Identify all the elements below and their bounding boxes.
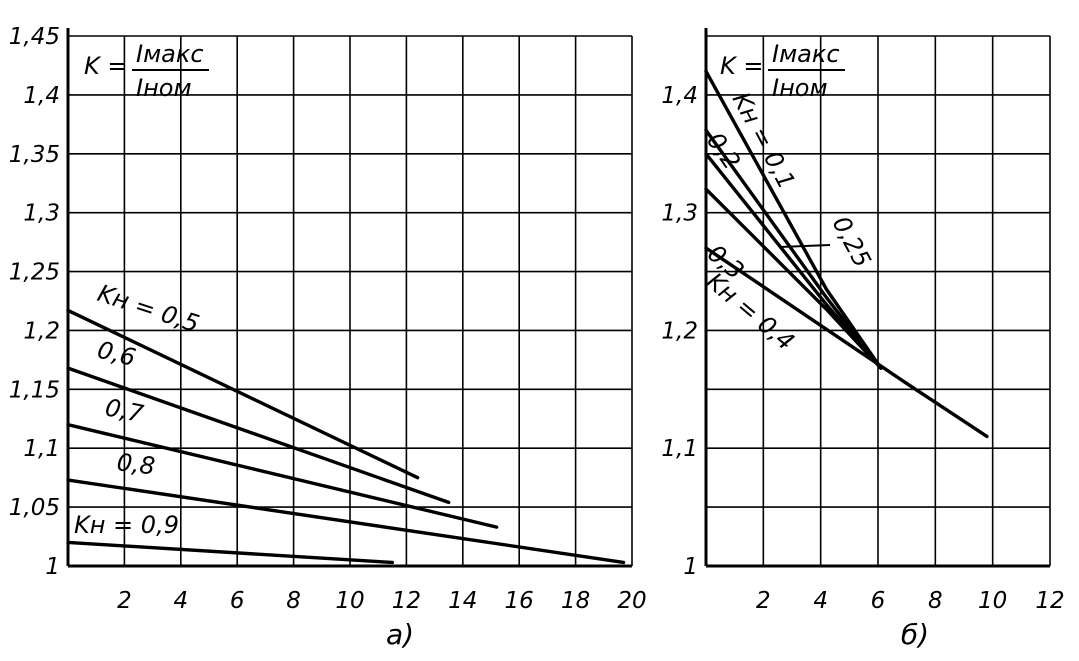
- series-label: 0,25: [827, 212, 877, 272]
- y-tick-label: 1,1: [661, 436, 698, 462]
- label-leader: [779, 244, 831, 248]
- formula-lhs: K =: [84, 52, 127, 80]
- y-tick-label: 1,15: [9, 377, 60, 403]
- y-tick-label: 1,4: [23, 83, 60, 109]
- panel-title: а): [386, 618, 414, 651]
- series-line: [66, 478, 626, 565]
- series-label: 0,7: [103, 393, 147, 428]
- y-tick-label: 1,2: [23, 318, 60, 344]
- chart-panel-b: 1 1,1 1,2 1,3 1,4 2 4 6 8 10 12 б) K = Iмакс Iном Kн = …: [661, 28, 1065, 651]
- x-tick-label: 6: [230, 588, 245, 614]
- y-tick-label: 1,1: [23, 436, 60, 462]
- formula-denominator: Iном: [772, 74, 828, 102]
- x-tick-label: 6: [871, 588, 886, 614]
- y-tick-label: 1,45: [9, 24, 60, 50]
- series-line: [66, 308, 420, 480]
- y-tick-label: 1,25: [9, 260, 60, 286]
- series-line: [704, 246, 989, 439]
- y-tick-label: 1,4: [661, 83, 698, 109]
- formula-denominator: Iном: [136, 74, 192, 102]
- formula-numerator: Iмакс: [772, 40, 840, 68]
- x-tick-label: 10: [335, 588, 364, 614]
- x-tick-label: 18: [561, 588, 590, 614]
- x-tick-label: 16: [505, 588, 534, 614]
- series-line: [66, 366, 451, 505]
- x-tick-label: 4: [813, 588, 828, 614]
- x-tick-label: 2: [756, 588, 771, 614]
- series-label: Kн = 0,9: [74, 511, 179, 539]
- x-tick-label: 14: [448, 588, 477, 614]
- x-tick-label: 2: [117, 588, 132, 614]
- x-tick-label: 4: [173, 588, 188, 614]
- series-label: 0,8: [115, 448, 156, 480]
- series-line: [66, 540, 394, 565]
- y-tick-label: 1,3: [23, 201, 60, 227]
- y-tick-label: 1: [45, 554, 60, 580]
- y-tick-label: 1,35: [9, 142, 60, 168]
- chart-panel-a: 1 1,05 1,1 1,15 1,2 1,25 1,3 1,35 1,4 1,45 2 4 6 8 10 1…: [9, 24, 647, 651]
- formula-lhs: K =: [720, 52, 763, 80]
- series-line: [704, 187, 883, 370]
- panel-title: б): [901, 618, 929, 651]
- x-tick-label: 12: [1035, 588, 1064, 614]
- y-tick-label: 1,05: [9, 495, 60, 521]
- series-line: [66, 422, 499, 529]
- series-label: Kн = 0,4: [701, 267, 799, 356]
- y-tick-label: 1: [683, 554, 698, 580]
- y-tick-label: 1,2: [661, 318, 698, 344]
- x-tick-label: 10: [978, 588, 1007, 614]
- formula-numerator: Iмакс: [136, 40, 204, 68]
- x-tick-label: 20: [617, 588, 646, 614]
- x-tick-label: 8: [286, 588, 301, 614]
- x-tick-label: 12: [392, 588, 421, 614]
- x-tick-label: 8: [928, 588, 943, 614]
- y-tick-label: 1,3: [661, 201, 698, 227]
